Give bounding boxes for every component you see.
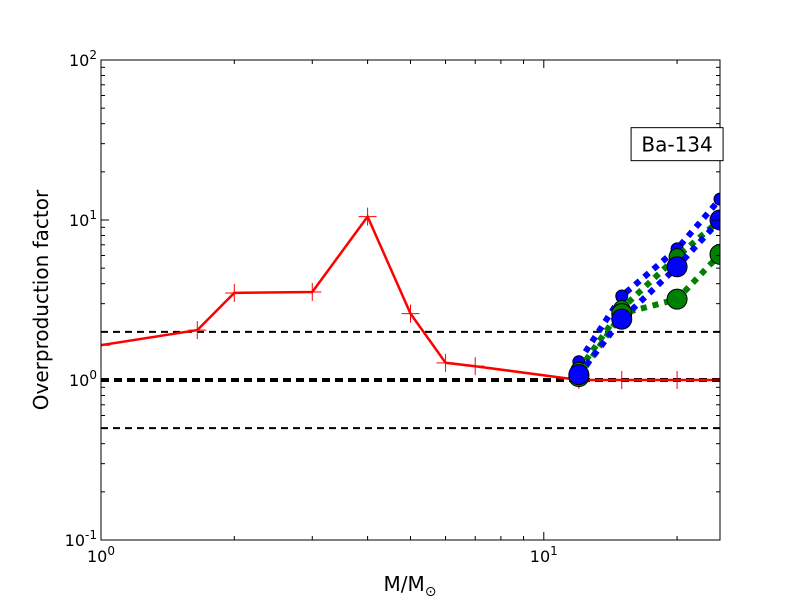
series-1-point-2 (188, 321, 207, 340)
x-tick-label-2: 101 (530, 544, 558, 566)
series-1-point-11 (668, 371, 687, 389)
series-1-point-6 (401, 304, 420, 323)
series-1-point-10 (612, 371, 631, 389)
x-tick-exp: 1 (550, 544, 558, 558)
series-2 (572, 192, 720, 369)
y-tick-base: 10 (65, 531, 85, 550)
x-axis-label-sub: ⊙ (425, 584, 437, 600)
plot-content (101, 192, 720, 430)
y-tick-base: 10 (69, 211, 89, 230)
y-axis-label: Overproduction factor (29, 189, 53, 410)
series-4-line (576, 252, 720, 379)
x-tick-base: 10 (87, 547, 107, 566)
axis-ticks (100, 59, 720, 541)
series-1 (101, 207, 720, 389)
x-axis-label: M/M⊙ (384, 572, 437, 600)
x-tick-label-1: 100 (87, 544, 115, 566)
series-4 (568, 243, 720, 388)
x-axis-label-main: M/M (384, 572, 425, 596)
series-4-point-4 (709, 243, 720, 265)
series-1-point-7 (436, 353, 455, 372)
annotation-label: Ba-134 (641, 133, 712, 157)
series-4-point-3 (666, 288, 688, 310)
series-1-point-3 (225, 283, 244, 302)
y-tick-label-3: 101 (69, 208, 97, 230)
series-1-point-5 (358, 207, 377, 226)
x-tick-base: 10 (530, 547, 550, 566)
y-tick-exp: -1 (85, 528, 97, 542)
y-tick-base: 10 (69, 51, 89, 70)
y-tick-base: 10 (69, 371, 89, 390)
series-2-line (576, 197, 720, 364)
series-2-point-4 (713, 192, 720, 206)
series-5-point-3 (666, 256, 688, 278)
series-5-point-2 (611, 308, 633, 330)
series-1-point-4 (303, 282, 322, 301)
series-1-line (101, 214, 720, 382)
y-tick-label-1: 10-1 (65, 528, 97, 550)
series-5 (568, 209, 720, 386)
y-tick-label-2: 100 (69, 368, 97, 390)
y-tick-exp: 0 (89, 368, 97, 382)
x-tick-exp: 0 (107, 544, 115, 558)
series-1-point-1 (101, 336, 110, 355)
series-1-point-8 (466, 357, 485, 376)
y-tick-label-4: 102 (69, 48, 97, 70)
series-5-line (576, 217, 720, 377)
y-tick-exp: 1 (89, 208, 97, 222)
annotation-box: Ba-134 (630, 127, 724, 162)
y-tick-exp: 2 (89, 48, 97, 62)
series-3-line (576, 217, 720, 373)
series-5-point-1 (568, 364, 590, 386)
